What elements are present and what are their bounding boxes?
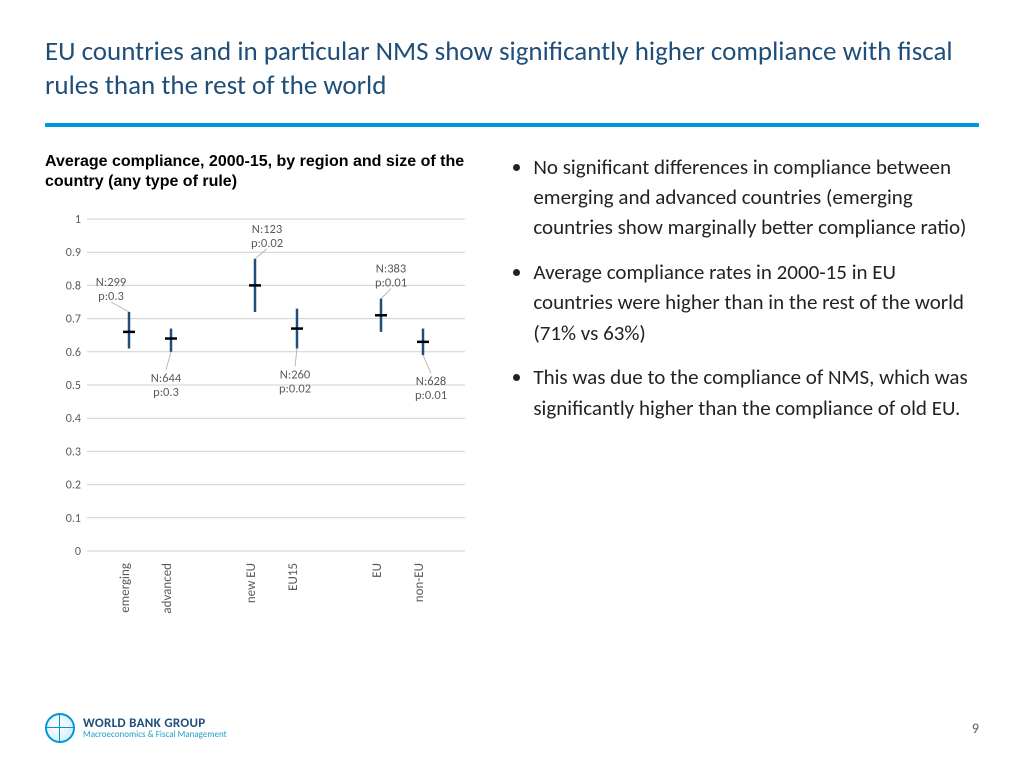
logo-text: WORLD BANK GROUP Macroeconomics & Fiscal…	[83, 717, 227, 740]
svg-text:p:0.01: p:0.01	[375, 276, 407, 291]
svg-text:p:0.02: p:0.02	[251, 236, 283, 251]
chart-title: Average compliance, 2000-15, by region a…	[45, 152, 477, 194]
svg-text:0.2: 0.2	[66, 479, 81, 493]
svg-text:p:0.02: p:0.02	[279, 382, 311, 397]
slide-title: EU countries and in particular NMS show …	[45, 35, 979, 103]
svg-text:N:299: N:299	[96, 275, 126, 290]
svg-text:0.8: 0.8	[66, 279, 81, 293]
logo-line2: Macroeconomics & Fiscal Management	[83, 730, 227, 740]
svg-text:EU15: EU15	[286, 563, 301, 591]
bullet-item: No significant differences in compliance…	[533, 152, 979, 243]
chart-area: 00.10.20.30.40.50.60.70.80.91N:299p:0.3N…	[45, 211, 475, 631]
svg-text:0.9: 0.9	[66, 246, 81, 260]
svg-text:EU: EU	[370, 563, 385, 578]
slide: EU countries and in particular NMS show …	[0, 0, 1024, 768]
svg-text:0.1: 0.1	[66, 512, 81, 526]
logo-line1: WORLD BANK GROUP	[83, 717, 227, 730]
svg-text:non-EU: non-EU	[412, 563, 427, 602]
svg-text:emerging: emerging	[118, 563, 133, 613]
svg-text:p:0.3: p:0.3	[98, 289, 124, 304]
svg-text:p:0.3: p:0.3	[153, 385, 179, 400]
footer: WORLD BANK GROUP Macroeconomics & Fiscal…	[45, 713, 979, 743]
svg-text:0.4: 0.4	[66, 412, 81, 426]
content-row: Average compliance, 2000-15, by region a…	[45, 152, 979, 632]
svg-text:N:383: N:383	[376, 262, 406, 277]
bullet-item: Average compliance rates in 2000-15 in E…	[533, 257, 979, 348]
svg-text:0.6: 0.6	[66, 346, 81, 360]
divider	[45, 123, 979, 127]
svg-text:0.5: 0.5	[66, 379, 81, 393]
svg-text:advanced: advanced	[160, 563, 175, 614]
svg-text:N:260: N:260	[280, 368, 311, 383]
left-column: Average compliance, 2000-15, by region a…	[45, 152, 477, 632]
svg-text:0.7: 0.7	[66, 313, 81, 327]
svg-text:0: 0	[75, 545, 81, 559]
svg-text:p:0.01: p:0.01	[415, 388, 447, 403]
bullet-item: This was due to the compliance of NMS, w…	[533, 362, 979, 423]
globe-icon	[45, 713, 75, 743]
logo: WORLD BANK GROUP Macroeconomics & Fiscal…	[45, 713, 227, 743]
svg-text:N:123: N:123	[252, 222, 282, 237]
right-column: No significant differences in compliance…	[507, 152, 979, 632]
svg-text:1: 1	[75, 213, 81, 227]
bullet-list: No significant differences in compliance…	[507, 152, 979, 424]
svg-text:0.3: 0.3	[66, 445, 81, 459]
svg-text:N:628: N:628	[416, 374, 446, 389]
compliance-chart: 00.10.20.30.40.50.60.70.80.91N:299p:0.3N…	[45, 211, 475, 631]
page-number: 9	[972, 720, 979, 737]
svg-text:N:644: N:644	[151, 371, 182, 386]
svg-text:new EU: new EU	[244, 563, 259, 603]
